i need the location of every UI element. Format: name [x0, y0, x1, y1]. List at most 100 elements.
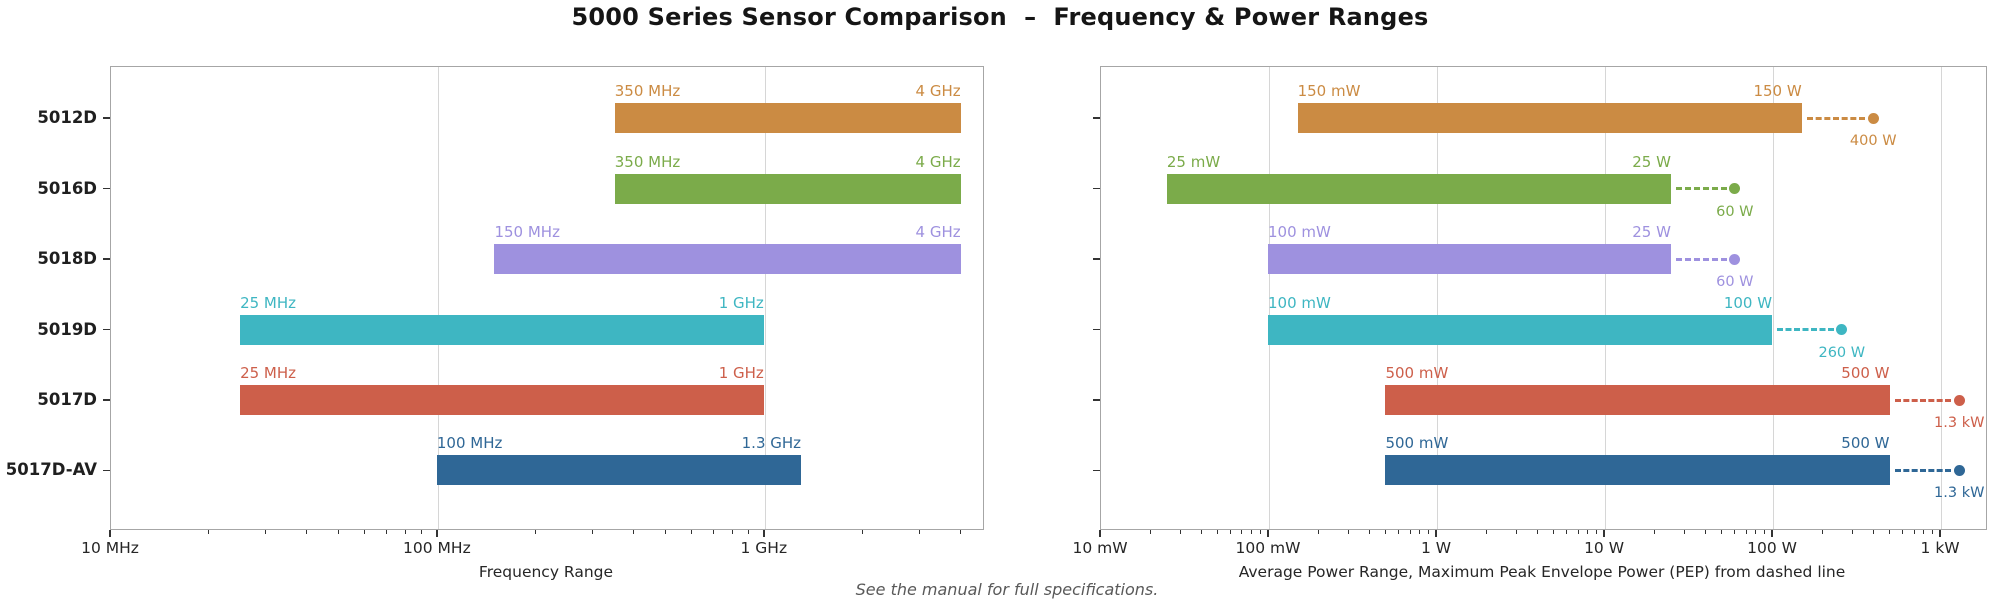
bar-start-label: 25 mW — [1166, 152, 1221, 171]
x-minor-tick — [1872, 529, 1874, 534]
x-minor-tick — [1230, 529, 1232, 534]
bar-end-label: 100 W — [1723, 293, 1773, 312]
x-minor-tick — [1515, 529, 1517, 534]
bar-start-label: 25 MHz — [240, 293, 297, 312]
x-tick-label: 1 GHz — [740, 539, 788, 557]
x-minor-tick — [1419, 529, 1421, 534]
range-bar-5017D — [240, 385, 764, 416]
bar-start-label: 500 mW — [1385, 434, 1449, 453]
x-major-tick — [1603, 529, 1605, 537]
pep-line — [1894, 398, 1952, 402]
x-minor-tick — [1683, 529, 1685, 534]
range-bar-5017D-AV — [436, 455, 802, 486]
x-minor-tick — [363, 529, 365, 534]
gridline — [1773, 67, 1775, 529]
range-bar-5017D-AV — [1385, 455, 1890, 486]
x-minor-tick — [633, 529, 635, 534]
x-minor-tick — [1889, 529, 1891, 534]
x-minor-tick — [1200, 529, 1202, 534]
x-minor-tick — [1755, 529, 1757, 534]
pep-marker — [1953, 394, 1965, 406]
y-tick — [103, 187, 110, 190]
x-major-tick — [1267, 529, 1269, 537]
pep-marker — [1729, 253, 1741, 265]
pep-marker — [1953, 464, 1965, 476]
x-tick-label: 100 MHz — [403, 539, 471, 557]
pep-label: 260 W — [1818, 344, 1866, 361]
range-bar-5019D — [1268, 314, 1773, 345]
range-bar-5019D — [240, 314, 764, 345]
x-minor-tick — [1318, 529, 1320, 534]
y-tick — [103, 328, 110, 331]
x-minor-tick — [337, 529, 339, 534]
pep-line — [1675, 257, 1727, 261]
x-minor-tick — [1251, 529, 1253, 534]
x-minor-tick — [1851, 529, 1853, 534]
x-minor-tick — [712, 529, 714, 534]
pep-marker — [1729, 183, 1741, 195]
x-tick-label: 10 W — [1584, 539, 1625, 557]
bar-end-label: 25 W — [1632, 223, 1671, 242]
x-minor-tick — [1902, 529, 1904, 534]
category-label: 5012D — [37, 108, 97, 128]
bar-end-label: 4 GHz — [915, 223, 961, 242]
pep-label: 1.3 kW — [1934, 415, 1985, 432]
range-bar-5018D — [494, 244, 961, 275]
x-major-tick — [1435, 529, 1437, 537]
x-minor-tick — [1179, 529, 1181, 534]
x-minor-tick — [1398, 529, 1400, 534]
bar-start-label: 25 MHz — [240, 364, 297, 383]
pep-marker — [1867, 112, 1879, 124]
y-tick — [1093, 469, 1100, 472]
bar-end-label: 500 W — [1841, 434, 1890, 453]
x-minor-tick — [1577, 529, 1579, 534]
x-minor-tick — [1384, 529, 1386, 534]
bar-start-label: 100 MHz — [436, 434, 503, 453]
frequency-chart-plot-area — [110, 66, 984, 530]
x-tick-label: 10 MHz — [81, 539, 139, 557]
x-major-tick — [109, 529, 111, 537]
pep-line — [1777, 328, 1834, 332]
x-minor-tick — [1734, 529, 1736, 534]
x-tick-label: 100 W — [1747, 539, 1797, 557]
x-minor-tick — [1745, 529, 1747, 534]
x-major-tick — [763, 529, 765, 537]
x-minor-tick — [421, 529, 423, 534]
x-minor-tick — [207, 529, 209, 534]
x-minor-tick — [1822, 529, 1824, 534]
x-tick-label: 1 kW — [1920, 539, 1960, 557]
bar-end-label: 25 W — [1632, 152, 1671, 171]
x-minor-tick — [592, 529, 594, 534]
x-minor-tick — [1552, 529, 1554, 534]
x-minor-tick — [690, 529, 692, 534]
bar-start-label: 100 mW — [1268, 223, 1331, 242]
range-bar-5017D — [1385, 385, 1890, 416]
pep-label: 60 W — [1716, 274, 1754, 291]
gridline — [764, 67, 766, 529]
bar-end-label: 1 GHz — [718, 364, 764, 383]
gridline — [1605, 67, 1607, 529]
pep-label: 1.3 kW — [1934, 485, 1985, 502]
x-minor-tick — [748, 529, 750, 534]
x-tick-label: 100 mW — [1235, 539, 1301, 557]
range-bar-5012D — [614, 103, 961, 134]
x-minor-tick — [861, 529, 863, 534]
x-major-tick — [1099, 529, 1101, 537]
y-tick — [1093, 399, 1100, 401]
range-bar-5016D — [614, 173, 961, 204]
y-tick — [1093, 328, 1100, 331]
category-label: 5019D — [37, 319, 97, 339]
pep-label: 400 W — [1849, 133, 1897, 150]
pep-marker — [1836, 324, 1848, 336]
x-minor-tick — [385, 529, 387, 534]
bar-start-label: 150 mW — [1297, 82, 1361, 101]
x-tick-label: 10 mW — [1072, 539, 1128, 557]
x-minor-tick — [1216, 529, 1218, 534]
gridline — [1437, 67, 1439, 529]
x-minor-tick — [265, 529, 267, 534]
y-tick — [103, 117, 110, 119]
y-tick — [1093, 117, 1100, 119]
y-tick — [103, 399, 110, 401]
x-minor-tick — [534, 529, 536, 534]
x-minor-tick — [1923, 529, 1925, 534]
